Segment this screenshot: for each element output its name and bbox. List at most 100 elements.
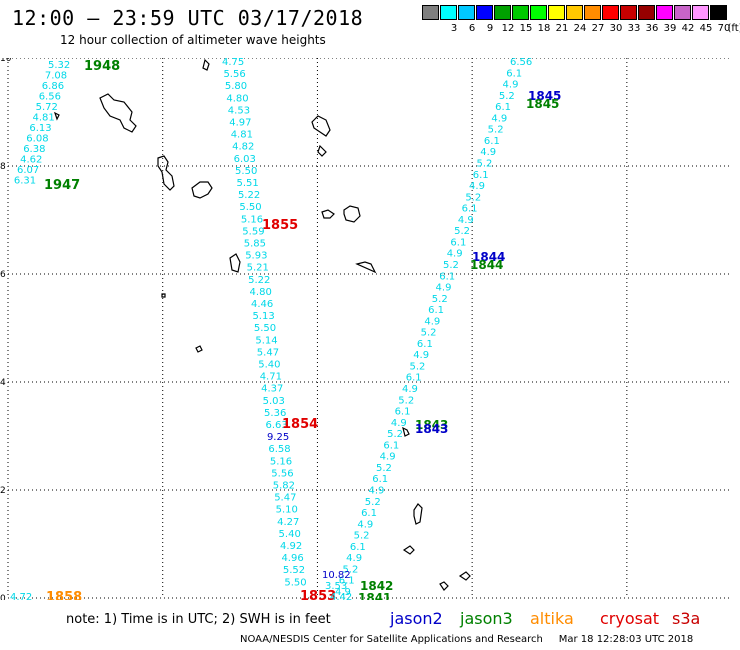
track-value-middle: 5.56 — [271, 468, 293, 479]
track-value-middle: 5.82 — [273, 481, 295, 492]
track-value-middle: 6.03 — [234, 154, 256, 165]
axis-ticks: 1651681711741770246810 — [0, 58, 12, 600]
island-outline — [321, 209, 335, 219]
time-label-east: 1845 — [526, 97, 559, 111]
island-outline — [229, 253, 241, 273]
legend-swatch — [566, 5, 583, 20]
track-value-east: 4.42 — [330, 592, 352, 600]
track-value-middle: 5.50 — [235, 166, 257, 177]
track-value-east: 4.9 — [346, 553, 362, 564]
legend-swatch — [674, 5, 691, 20]
track-value-middle: 5.21 — [247, 263, 269, 274]
track-value-east: 5.2 — [365, 497, 381, 508]
legend-label: 12 — [501, 23, 515, 34]
time-label-east: 1841 — [358, 591, 391, 600]
legend-swatch — [476, 5, 493, 20]
track-value-middle: 4.81 — [231, 130, 253, 141]
track-value-east: 6.1 — [473, 170, 489, 181]
track-value-east: 4.9 — [480, 147, 496, 158]
track-value-east: 6.1 — [428, 305, 444, 316]
time-label-west-top: 1948 — [84, 59, 120, 74]
track-value-east: 6.1 — [462, 204, 478, 215]
island-outline — [439, 581, 449, 591]
island-outline — [53, 111, 60, 121]
legend-label: 42 — [681, 23, 695, 34]
track-value-east: 5.2 — [376, 463, 392, 474]
track-value-middle: 4.92 — [280, 541, 302, 552]
track-value-east: 6.1 — [372, 474, 388, 485]
island-outline — [157, 155, 175, 191]
mission-label-altika: altika — [530, 609, 574, 628]
y-tick-label: 4 — [0, 378, 6, 388]
mission-label-cryosat: cryosat — [600, 609, 660, 628]
legend-swatch — [512, 5, 529, 20]
track-value-middle: 5.80 — [225, 81, 247, 92]
grid-lines — [7, 58, 730, 599]
islands — [53, 58, 471, 591]
track-value-west: 4.62 — [20, 155, 42, 166]
legend-swatch — [458, 5, 475, 20]
track-value-middle: 4.82 — [232, 142, 254, 153]
legend-swatch — [656, 5, 673, 20]
track-value-middle: 5.16 — [241, 214, 263, 225]
time-label-east: 1842 — [360, 579, 393, 593]
y-tick-label: 0 — [0, 594, 6, 600]
track-value-west: 6.38 — [23, 144, 45, 155]
track-value-middle: 5.93 — [245, 251, 267, 262]
note-text: note: 1) Time is in UTC; 2) SWH is in fe… — [66, 612, 331, 627]
legend-label: 45 — [699, 23, 713, 34]
track-value-middle: 5.51 — [237, 178, 259, 189]
track-value-middle: 4.97 — [229, 118, 251, 129]
time-label-west-bottom: 1947 — [44, 178, 80, 193]
time-label-middle: 1854 — [282, 417, 318, 432]
track-value-middle: 5.47 — [257, 347, 279, 358]
y-tick-label: 6 — [0, 270, 6, 280]
legend-label: 15 — [519, 23, 533, 34]
track-value-middle: 5.50 — [254, 323, 276, 334]
track-value-middle: 6.58 — [268, 444, 290, 455]
legend-label: 21 — [555, 23, 569, 34]
legend-swatch — [440, 5, 457, 20]
track-value-east: 5.2 — [342, 564, 358, 575]
time-label-east: 1844 — [470, 258, 503, 272]
time-label-middle: 1853 — [300, 589, 336, 600]
track-value-east: 4.9 — [357, 519, 373, 530]
island-outline — [317, 144, 327, 157]
time-label-east: 1844 — [472, 250, 505, 264]
track-value-middle: 5.50 — [284, 577, 306, 588]
time-label-east: 1843 — [415, 418, 448, 432]
track-value-east: 6.56 — [510, 58, 532, 68]
island-outline — [311, 115, 331, 137]
track-value-middle: 4.96 — [281, 553, 303, 564]
track-value-west: 5.32 — [48, 60, 70, 71]
track-labels: 5.327.086.866.565.724.816.136.086.384.62… — [10, 58, 561, 600]
legend-swatch — [710, 5, 727, 20]
track-value-east: 3.53 — [325, 581, 347, 592]
track-value-east: 5.2 — [432, 294, 448, 305]
track-value-east: 4.9 — [424, 316, 440, 327]
track-value-corner: 4.72 — [10, 592, 32, 600]
track-value-east: 4.9 — [391, 418, 407, 429]
track-value-middle: 5.22 — [238, 190, 260, 201]
track-value-east: 5.2 — [443, 260, 459, 271]
track-value-west: 4.81 — [33, 113, 55, 124]
legend-swatch — [530, 5, 547, 20]
time-label-middle: 1855 — [262, 218, 298, 233]
track-value-east: 5.2 — [488, 125, 504, 136]
track-value-middle: 4.27 — [277, 517, 299, 528]
track-value-east: 5.2 — [398, 395, 414, 406]
track-value-middle: 5.13 — [252, 311, 274, 322]
track-value-middle: 5.56 — [223, 69, 245, 80]
track-value-east: 4.9 — [335, 587, 351, 598]
track-value-east: 5.2 — [387, 429, 403, 440]
track-value-middle: 5.16 — [270, 456, 292, 467]
y-tick-label: 2 — [0, 486, 6, 496]
time-label-east: 1845 — [528, 89, 561, 103]
track-value-middle: 5.03 — [263, 396, 285, 407]
legend-swatch — [548, 5, 565, 20]
island-outline — [413, 503, 423, 525]
track-value-west: 6.86 — [42, 81, 64, 92]
track-value-east: 5.2 — [354, 531, 370, 542]
track-value-east: 4.9 — [503, 80, 519, 91]
track-value-east: 6.1 — [339, 576, 355, 587]
